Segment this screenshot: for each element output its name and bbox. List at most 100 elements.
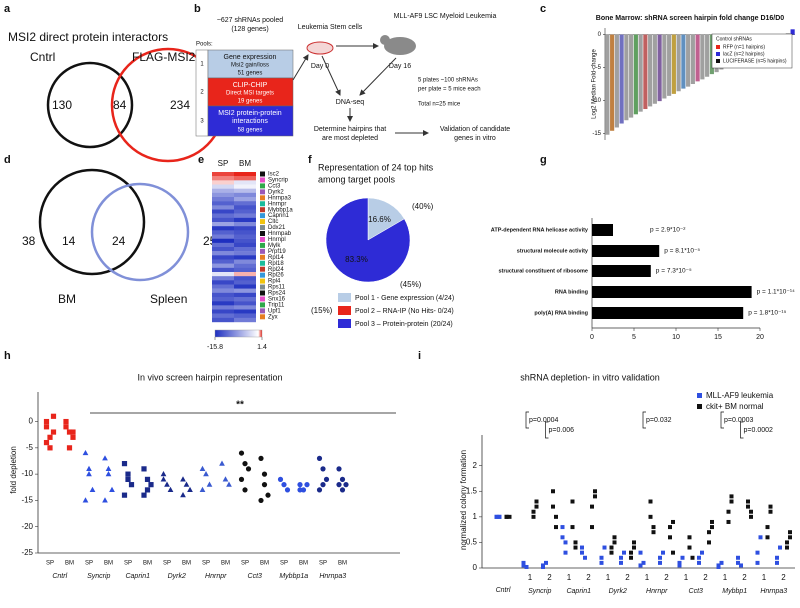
point <box>551 504 555 509</box>
point <box>180 492 186 498</box>
heat-cell <box>212 176 234 181</box>
heat-cell <box>212 284 234 289</box>
point <box>716 564 721 569</box>
y-tick-label: poly(A) RNA binding <box>534 310 588 316</box>
point <box>629 555 633 560</box>
point <box>534 499 539 504</box>
heat-cell <box>234 255 256 260</box>
point <box>560 525 565 530</box>
point <box>343 482 349 488</box>
count: 130 <box>52 98 72 112</box>
legend-box <box>711 33 793 69</box>
group-label: Caprin1 <box>125 573 150 580</box>
heat-cell <box>212 297 234 302</box>
gene-swatch <box>260 201 265 207</box>
point <box>336 482 342 488</box>
point <box>167 486 174 492</box>
legend-entry: RFP (n=1 hairpins) <box>723 44 765 50</box>
point <box>339 476 346 482</box>
replicate-label: 1 <box>723 573 728 582</box>
point <box>593 489 597 494</box>
point <box>82 497 89 503</box>
heat-cell <box>212 201 234 206</box>
replicate-label: 2 <box>547 573 552 582</box>
y-tick-label: 1 <box>473 512 478 521</box>
heat-cell <box>234 284 256 289</box>
point <box>648 514 653 519</box>
gene-label: Hnrnpr <box>268 201 286 207</box>
point <box>680 555 685 560</box>
point <box>102 497 108 503</box>
point <box>284 487 291 493</box>
dish <box>306 41 334 55</box>
point <box>160 476 167 482</box>
set-label: Cntrl <box>30 50 55 64</box>
point <box>258 497 264 504</box>
point <box>726 509 731 514</box>
annotation: (15%) <box>311 306 333 315</box>
gene-label: Rpl4 <box>268 279 281 285</box>
point <box>583 555 587 560</box>
annotation: (45%) <box>400 280 422 289</box>
point <box>563 540 568 545</box>
heat-cell <box>234 197 256 202</box>
bar <box>624 34 629 121</box>
gene-label: Ddx21 <box>268 225 286 231</box>
point <box>206 481 213 487</box>
gene-label: Rpl24 <box>268 267 284 273</box>
bar <box>592 265 651 277</box>
point <box>524 564 529 569</box>
point <box>70 434 76 440</box>
heat-cell <box>212 251 234 256</box>
point <box>339 487 346 493</box>
y-tick-label: 0 <box>598 32 602 38</box>
heat-cell <box>212 234 234 239</box>
heat-cell <box>234 217 256 223</box>
heat-cell <box>234 180 256 185</box>
point <box>160 471 167 477</box>
y-tick-label: -5 <box>26 443 34 452</box>
y-tick-label: structural molecule activity <box>517 248 589 254</box>
point <box>788 530 792 535</box>
heat-cell <box>212 267 234 273</box>
point <box>736 560 740 565</box>
point <box>658 555 662 560</box>
text: Msi2 gain/loss <box>231 63 269 69</box>
heat-cell <box>234 251 256 256</box>
point <box>563 550 568 555</box>
text: are most depleted <box>322 135 378 142</box>
text: genes in vitro <box>454 135 496 142</box>
bar <box>705 34 710 77</box>
panel-label: b <box>194 3 201 15</box>
point <box>125 476 131 482</box>
bar <box>638 34 643 112</box>
gene-label: Rpl26 <box>268 273 284 279</box>
bar <box>619 34 624 124</box>
replicate-label: 2 <box>625 573 630 582</box>
y-tick-label: RNA binding <box>555 289 588 295</box>
point <box>323 476 330 482</box>
point <box>590 525 594 530</box>
annotation: (40%) <box>412 202 434 211</box>
point <box>788 535 792 540</box>
point <box>687 545 692 550</box>
heat-cell <box>234 230 256 235</box>
point <box>261 471 268 477</box>
heat-cell <box>234 226 256 231</box>
replicate-label: 1 <box>528 573 533 582</box>
group-label: Syncrip <box>87 573 110 580</box>
point <box>222 476 229 482</box>
point <box>261 482 268 488</box>
point <box>629 550 633 555</box>
legend-swatch <box>338 293 351 302</box>
heat-cell <box>234 301 256 306</box>
text: per plate = 5 mice each <box>418 87 481 93</box>
point <box>638 550 643 555</box>
bracket <box>740 421 744 439</box>
y-tick-label: 1.5 <box>466 486 478 495</box>
point <box>43 418 50 425</box>
y-tick-label: ATP-dependent RNA helicase activity <box>491 227 589 233</box>
point <box>612 540 617 545</box>
y-tick-label: 2 <box>473 461 478 470</box>
column-label: BM <box>239 159 251 168</box>
